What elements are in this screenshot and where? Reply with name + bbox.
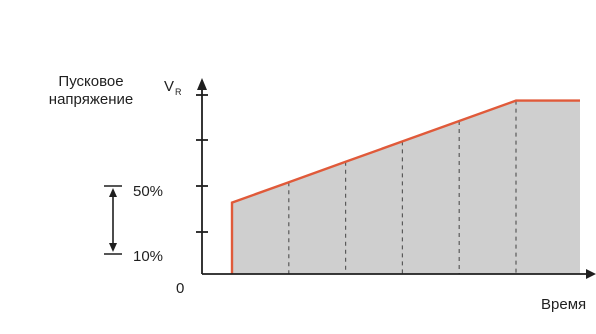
area-under-curve xyxy=(232,100,580,274)
range-arrow-down xyxy=(109,243,117,252)
y-axis-label-line-1: Пусковое xyxy=(58,73,123,90)
x-axis-arrow xyxy=(586,269,596,279)
voltage-ramp-line xyxy=(230,99,580,274)
origin-label: 0 xyxy=(176,280,184,297)
y-axis-symbol-subscript: R xyxy=(175,87,182,97)
range-top-label: 50% xyxy=(133,183,163,200)
range-arrow-up xyxy=(109,188,117,197)
y-axis-label-line-2: напряжение xyxy=(49,91,133,108)
range-bottom-label: 10% xyxy=(133,248,163,265)
y-axis-arrow xyxy=(197,78,207,90)
y-axis-symbol: V xyxy=(164,78,174,95)
x-axis-label: Время xyxy=(541,296,586,313)
